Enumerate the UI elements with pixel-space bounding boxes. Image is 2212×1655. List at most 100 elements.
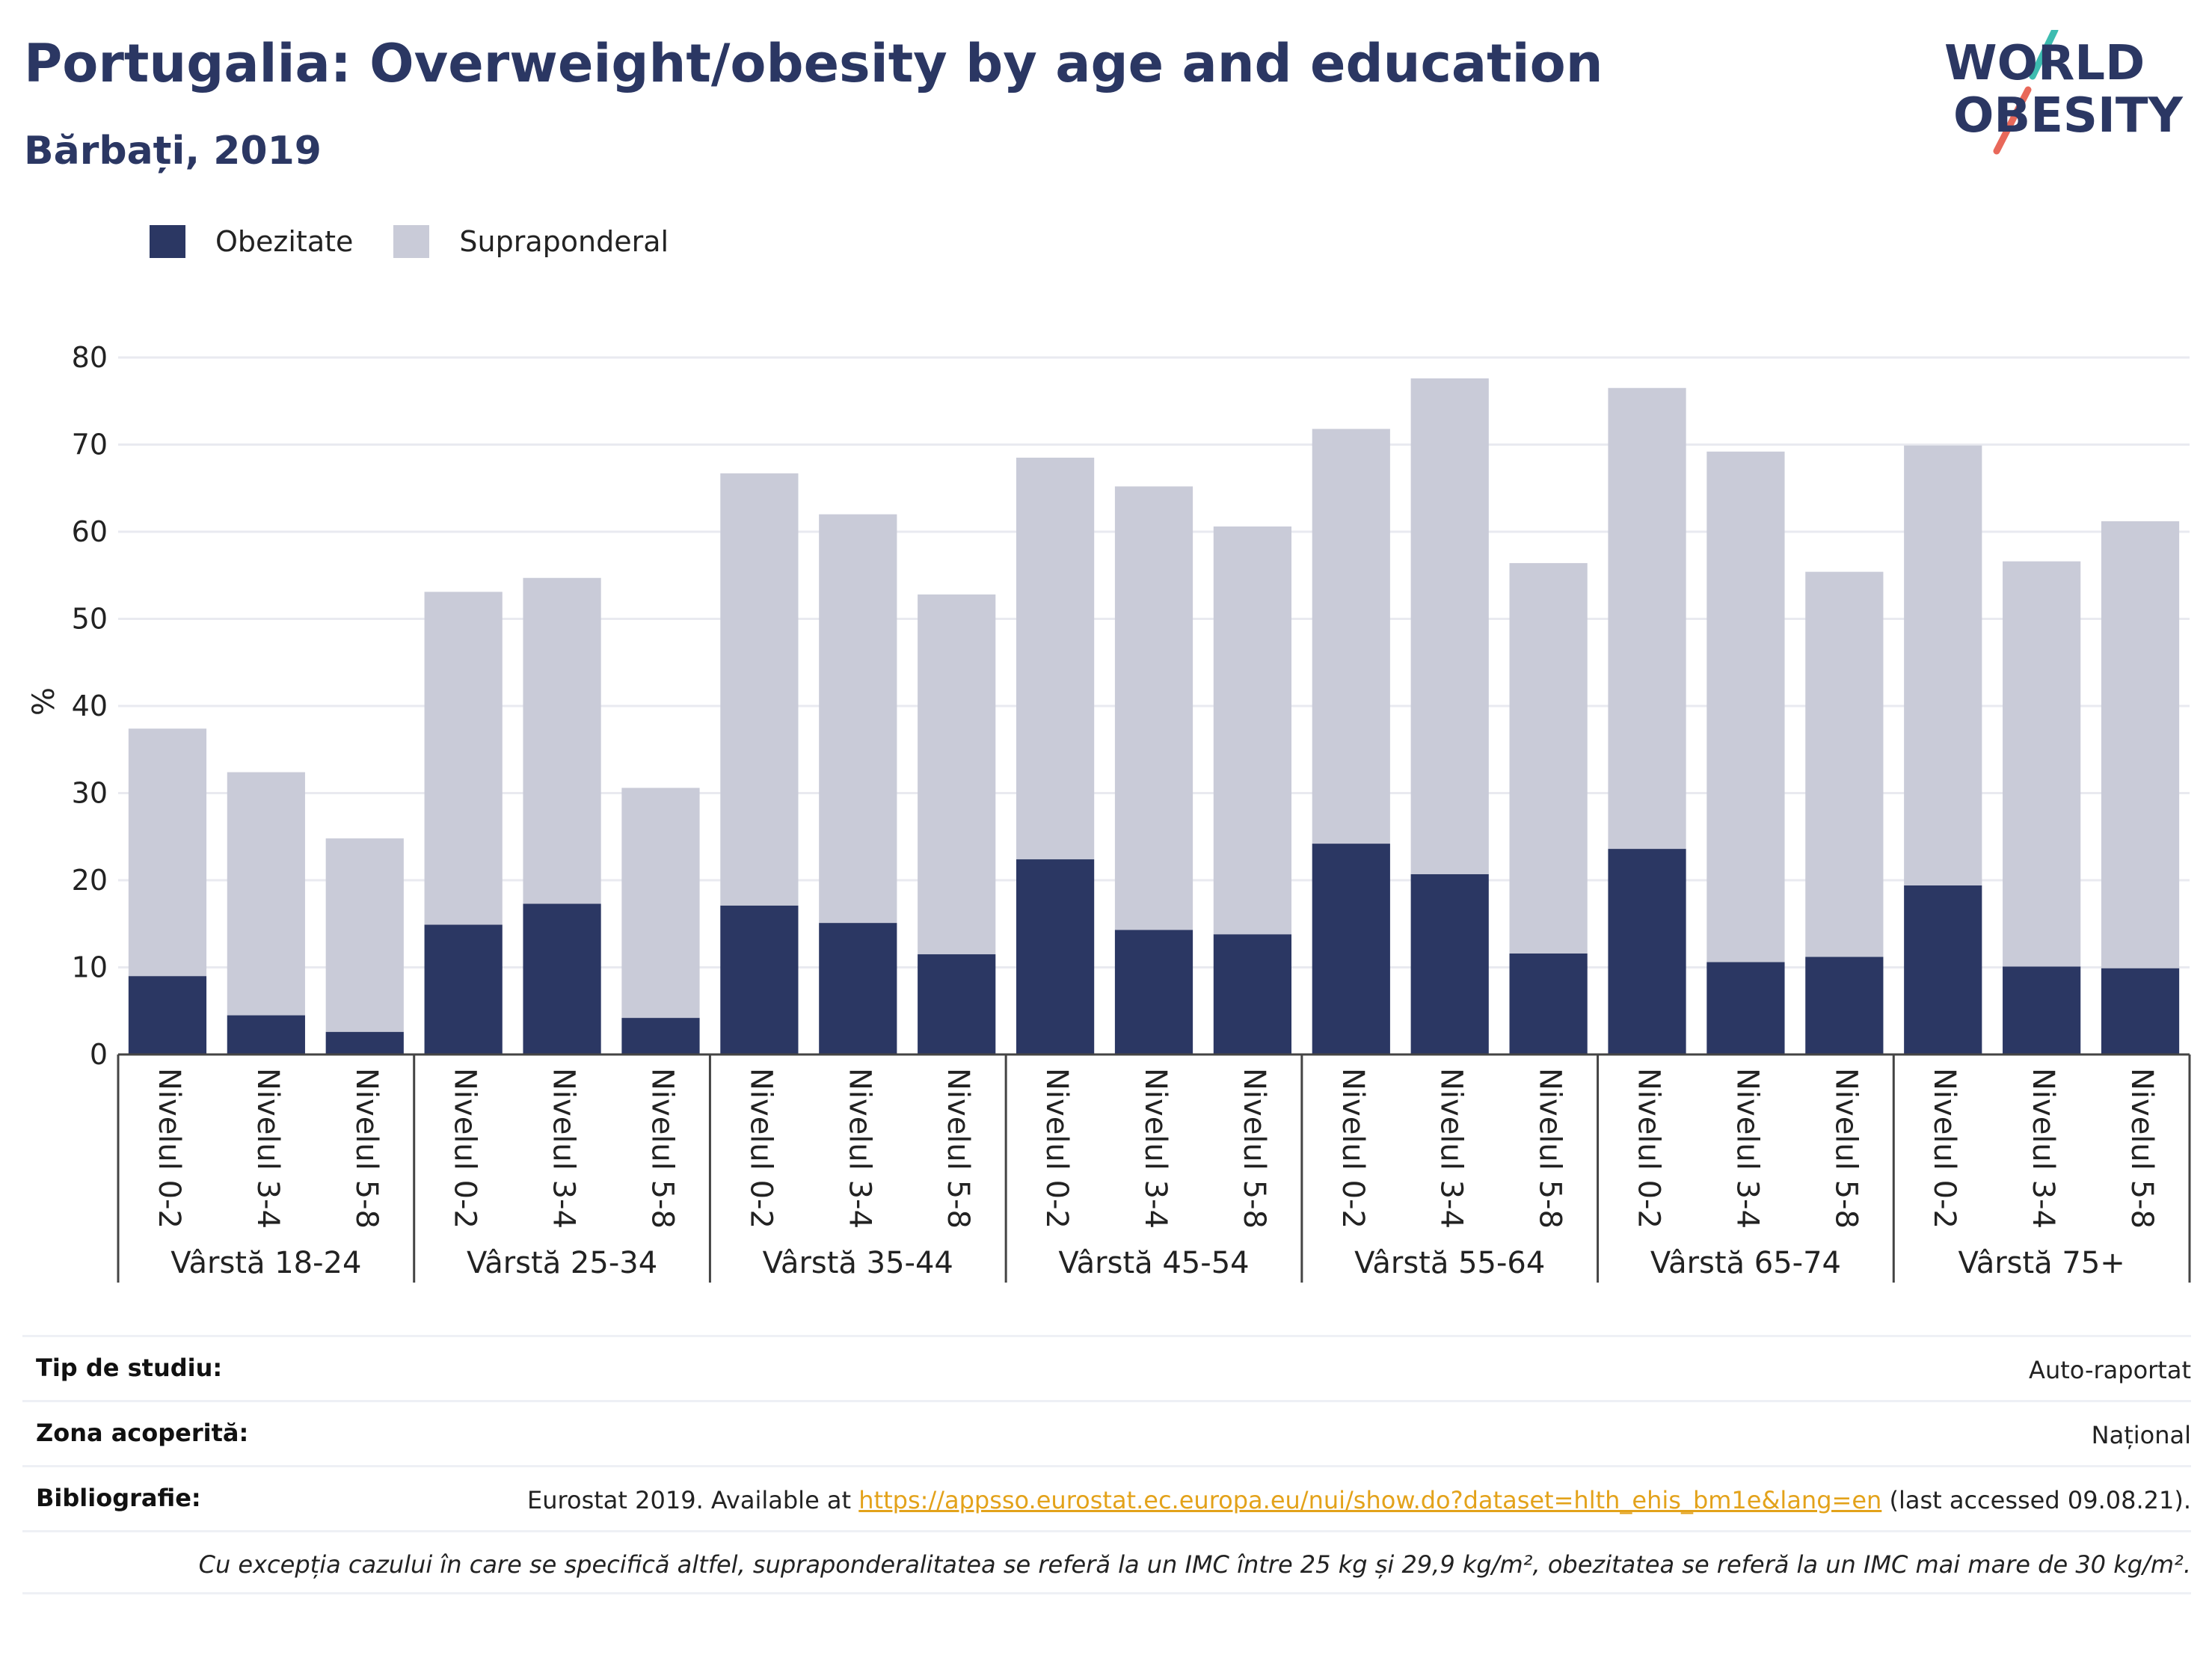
y-tick-label-50: 50 (72, 603, 108, 636)
info-table: Tip de studiu: Auto-raportat Zona acoper… (22, 1335, 2191, 1594)
x-subcategory-label-3: Nivelul 0-2 (448, 1068, 482, 1229)
y-tick-label-10: 10 (72, 951, 108, 984)
bar-obesity-0 (128, 976, 207, 1054)
x-subcategory-label-1: Nivelul 3-4 (251, 1068, 285, 1229)
page-title: Portugalia: Overweight/obesity by age an… (24, 33, 1603, 94)
bar-overweight-18 (1904, 445, 1982, 885)
bibliography-link[interactable]: https://appsso.eurostat.ec.europa.eu/nui… (858, 1486, 1882, 1514)
bibliography-value: Eurostat 2019. Available at https://apps… (527, 1484, 2191, 1517)
bar-overweight-11 (1213, 526, 1292, 935)
legend-swatch-obesity (150, 225, 185, 258)
y-axis-label: % (27, 687, 61, 716)
x-subcategory-label-14: Nivelul 5-8 (1533, 1068, 1567, 1229)
area-value: Național (2091, 1421, 2191, 1449)
x-subcategory-label-6: Nivelul 0-2 (743, 1068, 778, 1229)
y-tick-label-60: 60 (72, 515, 108, 548)
bar-overweight-1 (227, 772, 305, 1016)
world-obesity-logo: WORLD OBESITY (1944, 30, 2183, 155)
bar-obesity-10 (1114, 930, 1193, 1054)
bibliography-prefix: Eurostat 2019. Available at (527, 1486, 859, 1514)
x-group-label-5: Vârstă 65-74 (1650, 1246, 1841, 1280)
y-tick-label-40: 40 (72, 690, 108, 722)
bar-obesity-20 (2101, 968, 2180, 1054)
x-subcategory-label-12: Nivelul 0-2 (1336, 1068, 1370, 1229)
x-subcategory-label-20: Nivelul 5-8 (2125, 1068, 2159, 1229)
x-subcategory-label-7: Nivelul 3-4 (842, 1068, 876, 1229)
stacked-bar-chart: 0 10 20 30 40 50 60 70 80% Nivelul 0-2 Nivelul 3-4… (27, 341, 2191, 1283)
x-subcategory-label-11: Nivelul 5-8 (1237, 1068, 1271, 1229)
bar-obesity-2 (325, 1031, 404, 1054)
bar-overweight-17 (1805, 571, 1884, 957)
bar-obesity-9 (1016, 859, 1095, 1054)
logo-text-obesity: OBESITY (1953, 88, 2183, 144)
x-subcategory-label-0: Nivelul 0-2 (152, 1068, 186, 1229)
x-group-label-1: Vârstă 25-34 (467, 1246, 657, 1280)
x-subcategory-label-5: Nivelul 5-8 (645, 1068, 679, 1229)
bar-overweight-4 (523, 577, 601, 904)
bar-obesity-3 (424, 924, 503, 1054)
bar-obesity-16 (1706, 962, 1785, 1054)
y-tick-label-20: 20 (72, 864, 108, 897)
bar-overweight-9 (1016, 457, 1095, 860)
x-subcategory-label-9: Nivelul 0-2 (1039, 1068, 1074, 1229)
legend-label-obesity: Obezitate (215, 225, 354, 258)
bar-obesity-6 (720, 905, 799, 1054)
bibliography-suffix: (last accessed 09.08.21). (1881, 1486, 2191, 1514)
x-group-label-4: Vârstă 55-64 (1354, 1246, 1545, 1280)
bar-overweight-16 (1706, 451, 1785, 962)
legend-swatch-overweight (393, 225, 430, 258)
y-tick-label-0: 0 (90, 1038, 108, 1071)
legend-label-overweight: Supraponderal (459, 225, 669, 258)
chart-legend: Obezitate Supraponderal (150, 223, 709, 260)
bar-obesity-13 (1410, 873, 1489, 1054)
bar-overweight-7 (819, 514, 897, 924)
x-group-label-0: Vârstă 18-24 (170, 1246, 361, 1280)
y-tick-label-80: 80 (72, 341, 108, 374)
bar-overweight-12 (1312, 429, 1390, 844)
bar-overweight-15 (1608, 387, 1686, 850)
bar-obesity-15 (1608, 849, 1686, 1054)
y-tick-label-30: 30 (72, 777, 108, 810)
x-subcategory-label-13: Nivelul 3-4 (1434, 1068, 1469, 1229)
bar-overweight-8 (918, 594, 996, 955)
area-label: Zona acoperită: (36, 1419, 249, 1447)
legend-item-obesity[interactable]: Obezitate (150, 225, 353, 258)
y-tick-label-70: 70 (72, 429, 108, 461)
bar-obesity-7 (819, 923, 897, 1054)
x-subcategory-label-18: Nivelul 0-2 (1927, 1068, 1961, 1229)
x-group-label-2: Vârstă 35-44 (763, 1246, 953, 1280)
x-subcategory-label-8: Nivelul 5-8 (941, 1068, 975, 1229)
info-row-study: Tip de studiu: Auto-raportat (22, 1335, 2191, 1400)
bar-overweight-10 (1114, 486, 1193, 930)
bar-obesity-8 (918, 954, 996, 1054)
bar-overweight-2 (325, 838, 404, 1032)
info-row-area: Zona acoperită: Național (22, 1400, 2191, 1465)
info-row-bibliography: Bibliografie: Eurostat 2019. Available a… (22, 1465, 2191, 1530)
bar-overweight-20 (2101, 521, 2180, 968)
bar-obesity-14 (1509, 953, 1588, 1054)
bar-overweight-6 (720, 473, 799, 906)
bar-obesity-17 (1805, 957, 1884, 1054)
x-subcategory-label-15: Nivelul 0-2 (1632, 1068, 1666, 1229)
x-subcategory-label-19: Nivelul 3-4 (2026, 1068, 2060, 1229)
bar-obesity-19 (2003, 966, 2081, 1054)
logo-text-world: WORLD (1944, 36, 2145, 91)
bar-overweight-19 (2003, 561, 2081, 967)
study-type-value: Auto-raportat (2029, 1356, 2191, 1384)
x-subcategory-label-10: Nivelul 3-4 (1138, 1068, 1173, 1229)
bar-overweight-3 (424, 592, 503, 925)
bar-obesity-1 (227, 1015, 305, 1054)
x-subcategory-label-17: Nivelul 5-8 (1828, 1068, 1863, 1229)
bar-overweight-0 (128, 728, 207, 977)
bar-overweight-5 (621, 787, 700, 1019)
bibliography-label: Bibliografie: (36, 1484, 201, 1512)
bar-obesity-18 (1904, 885, 1982, 1054)
x-group-label-3: Vârstă 45-54 (1058, 1246, 1249, 1280)
x-group-label-6: Vârstă 75+ (1958, 1246, 2125, 1280)
x-subcategory-label-2: Nivelul 5-8 (349, 1068, 384, 1229)
x-subcategory-label-16: Nivelul 3-4 (1730, 1068, 1764, 1229)
legend-item-overweight[interactable]: Supraponderal (393, 225, 669, 258)
x-subcategory-label-4: Nivelul 3-4 (547, 1068, 581, 1229)
definition-note: Cu excepția cazului în care se specifică… (22, 1530, 2191, 1594)
bar-obesity-12 (1312, 844, 1390, 1054)
